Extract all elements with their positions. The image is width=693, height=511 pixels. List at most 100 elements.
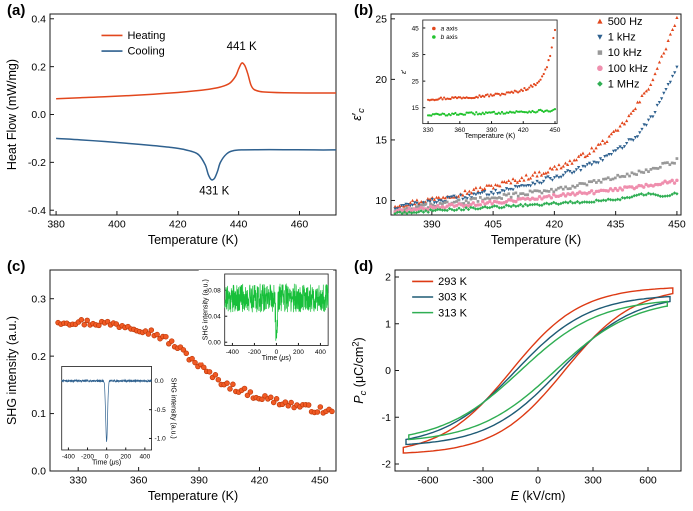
svg-text:-300: -300 (472, 475, 493, 487)
svg-text:45: 45 (412, 25, 420, 32)
svg-text:-200: -200 (248, 349, 261, 356)
svg-text:431 K: 431 K (199, 186, 229, 198)
panel-c-shg: (c) 330 360 390 420 450 0.0 0.1 0.2 0.3 Temperatu… (0, 256, 346, 511)
svg-text:0.0: 0.0 (31, 466, 46, 478)
svg-text:35: 35 (412, 52, 420, 59)
svg-text:2: 2 (385, 272, 391, 284)
svg-text:0.00: 0.00 (208, 339, 221, 346)
svg-text:450: 450 (668, 219, 686, 231)
svg-text:-0.4: -0.4 (28, 205, 46, 217)
svg-text:15: 15 (375, 135, 387, 147)
svg-text:200: 200 (293, 349, 304, 356)
svg-text:0.0: 0.0 (155, 378, 164, 385)
svg-text:Temperature (K): Temperature (K) (465, 133, 516, 140)
svg-text:400: 400 (139, 453, 150, 460)
svg-text:-0.5: -0.5 (155, 407, 167, 414)
svg-text:600: 600 (639, 475, 657, 487)
svg-text:435: 435 (607, 219, 625, 231)
svg-text:360: 360 (454, 127, 465, 134)
svg-text:0.3: 0.3 (31, 293, 46, 305)
svg-text:25: 25 (412, 78, 420, 85)
svg-text:0: 0 (275, 349, 279, 356)
svg-text:100 kHz: 100 kHz (608, 63, 648, 75)
panel-d-hysteresis: (d) -600 -300 0 300 600 -2 -1 0 1 2 E (kV/cm) Pc (μ… (347, 256, 693, 511)
svg-text:400: 400 (108, 219, 126, 231)
svg-text:0.1: 0.1 (31, 408, 46, 420)
svg-text:0: 0 (535, 475, 541, 487)
svg-text:330: 330 (423, 127, 434, 134)
svg-text:SHG intensity (a.u.): SHG intensity (a.u.) (203, 279, 210, 340)
svg-text:420: 420 (169, 219, 187, 231)
panel-c-label: (c) (7, 258, 26, 275)
svg-text:420: 420 (518, 127, 529, 134)
panel-a-dsc: (a) 380 400 420 440 460 -0.4 -0.2 0.0 0.2 0.4 Temp… (0, 0, 346, 255)
dsc-heatflow-chart: 380 400 420 440 460 -0.4 -0.2 0.0 0.2 0.4 Temperat… (5, 13, 337, 247)
svg-text:Temperature (K): Temperature (K) (148, 489, 238, 503)
svg-text:441 K: 441 K (227, 41, 257, 53)
svg-text:300: 300 (584, 475, 602, 487)
panel-b-dielectric: (b) 390 405 420 435 450 10 15 20 25 Temperature (… (347, 0, 693, 255)
panel-a-label: (a) (7, 2, 26, 19)
svg-text:1: 1 (385, 318, 391, 330)
svg-text:0.08: 0.08 (208, 288, 221, 295)
svg-text:a axis: a axis (441, 26, 459, 33)
svg-text:380: 380 (47, 219, 65, 231)
svg-text:Pc (μC/cm2): Pc (μC/cm2) (350, 337, 368, 403)
svg-text:Cooling: Cooling (127, 46, 164, 58)
svg-text:440: 440 (230, 219, 248, 231)
svg-text:-2: -2 (382, 459, 391, 471)
panel-b-label: (b) (354, 2, 374, 19)
svg-text:1 kHz: 1 kHz (608, 32, 636, 44)
svg-text:b axis: b axis (441, 34, 459, 41)
svg-text:E (kV/cm): E (kV/cm) (511, 489, 566, 503)
svg-text:0: 0 (385, 365, 391, 377)
svg-text:-400: -400 (226, 349, 239, 356)
svg-text:Time (μs): Time (μs) (92, 459, 121, 466)
shg-intensity-chart: 330 360 390 420 450 0.0 0.1 0.2 0.3 Temperature (… (5, 269, 337, 503)
svg-text:-0.2: -0.2 (28, 157, 46, 169)
svg-text:Temperature (K): Temperature (K) (148, 233, 238, 247)
svg-text:0.0: 0.0 (31, 109, 46, 121)
svg-text:1 MHz: 1 MHz (608, 78, 640, 90)
svg-text:390: 390 (423, 219, 441, 231)
svg-text:-400: -400 (62, 453, 75, 460)
svg-text:303 K: 303 K (438, 292, 467, 304)
svg-text:0.2: 0.2 (31, 351, 46, 363)
svg-text:460: 460 (291, 219, 309, 231)
svg-text:ε′: ε′ (401, 69, 408, 74)
dielectric-constant-chart: 390 405 420 435 450 10 15 20 25 Temperature (K) ε′… (350, 13, 686, 247)
svg-text:0.4: 0.4 (31, 13, 46, 25)
svg-text:420: 420 (251, 475, 269, 487)
svg-text:330: 330 (69, 475, 87, 487)
svg-text:SHG intensity (a.u.): SHG intensity (a.u.) (170, 378, 177, 439)
panel-d-label: (d) (354, 258, 374, 275)
svg-text:15: 15 (412, 105, 420, 112)
svg-text:390: 390 (190, 475, 208, 487)
svg-text:Temperature (K): Temperature (K) (491, 233, 581, 247)
svg-text:360: 360 (130, 475, 148, 487)
svg-text:0.2: 0.2 (31, 61, 46, 73)
svg-text:-600: -600 (417, 475, 438, 487)
svg-text:0: 0 (105, 453, 109, 460)
svg-text:390: 390 (486, 127, 497, 134)
svg-text:450: 450 (550, 127, 561, 134)
svg-text:Heating: Heating (127, 30, 165, 42)
svg-text:405: 405 (484, 219, 502, 231)
svg-text:450: 450 (311, 475, 329, 487)
svg-text:20: 20 (375, 74, 387, 86)
svg-text:420: 420 (546, 219, 564, 231)
svg-text:-1.0: -1.0 (155, 436, 167, 443)
svg-text:500 Hz: 500 Hz (608, 16, 643, 28)
svg-text:293 K: 293 K (438, 276, 467, 288)
svg-text:-1: -1 (382, 412, 391, 424)
pe-hysteresis-chart: -600 -300 0 300 600 -2 -1 0 1 2 E (kV/cm) Pc (μC/cm… (350, 269, 682, 503)
svg-text:SHG intensity (a.u.): SHG intensity (a.u.) (5, 316, 19, 425)
svg-text:10: 10 (375, 195, 387, 207)
svg-text:10 kHz: 10 kHz (608, 47, 642, 59)
svg-text:400: 400 (315, 349, 326, 356)
svg-text:0.04: 0.04 (208, 314, 221, 321)
svg-text:ε′c: ε′c (350, 108, 366, 121)
svg-text:25: 25 (375, 14, 387, 26)
svg-text:-200: -200 (81, 453, 94, 460)
svg-text:Time (μs): Time (μs) (262, 355, 291, 362)
